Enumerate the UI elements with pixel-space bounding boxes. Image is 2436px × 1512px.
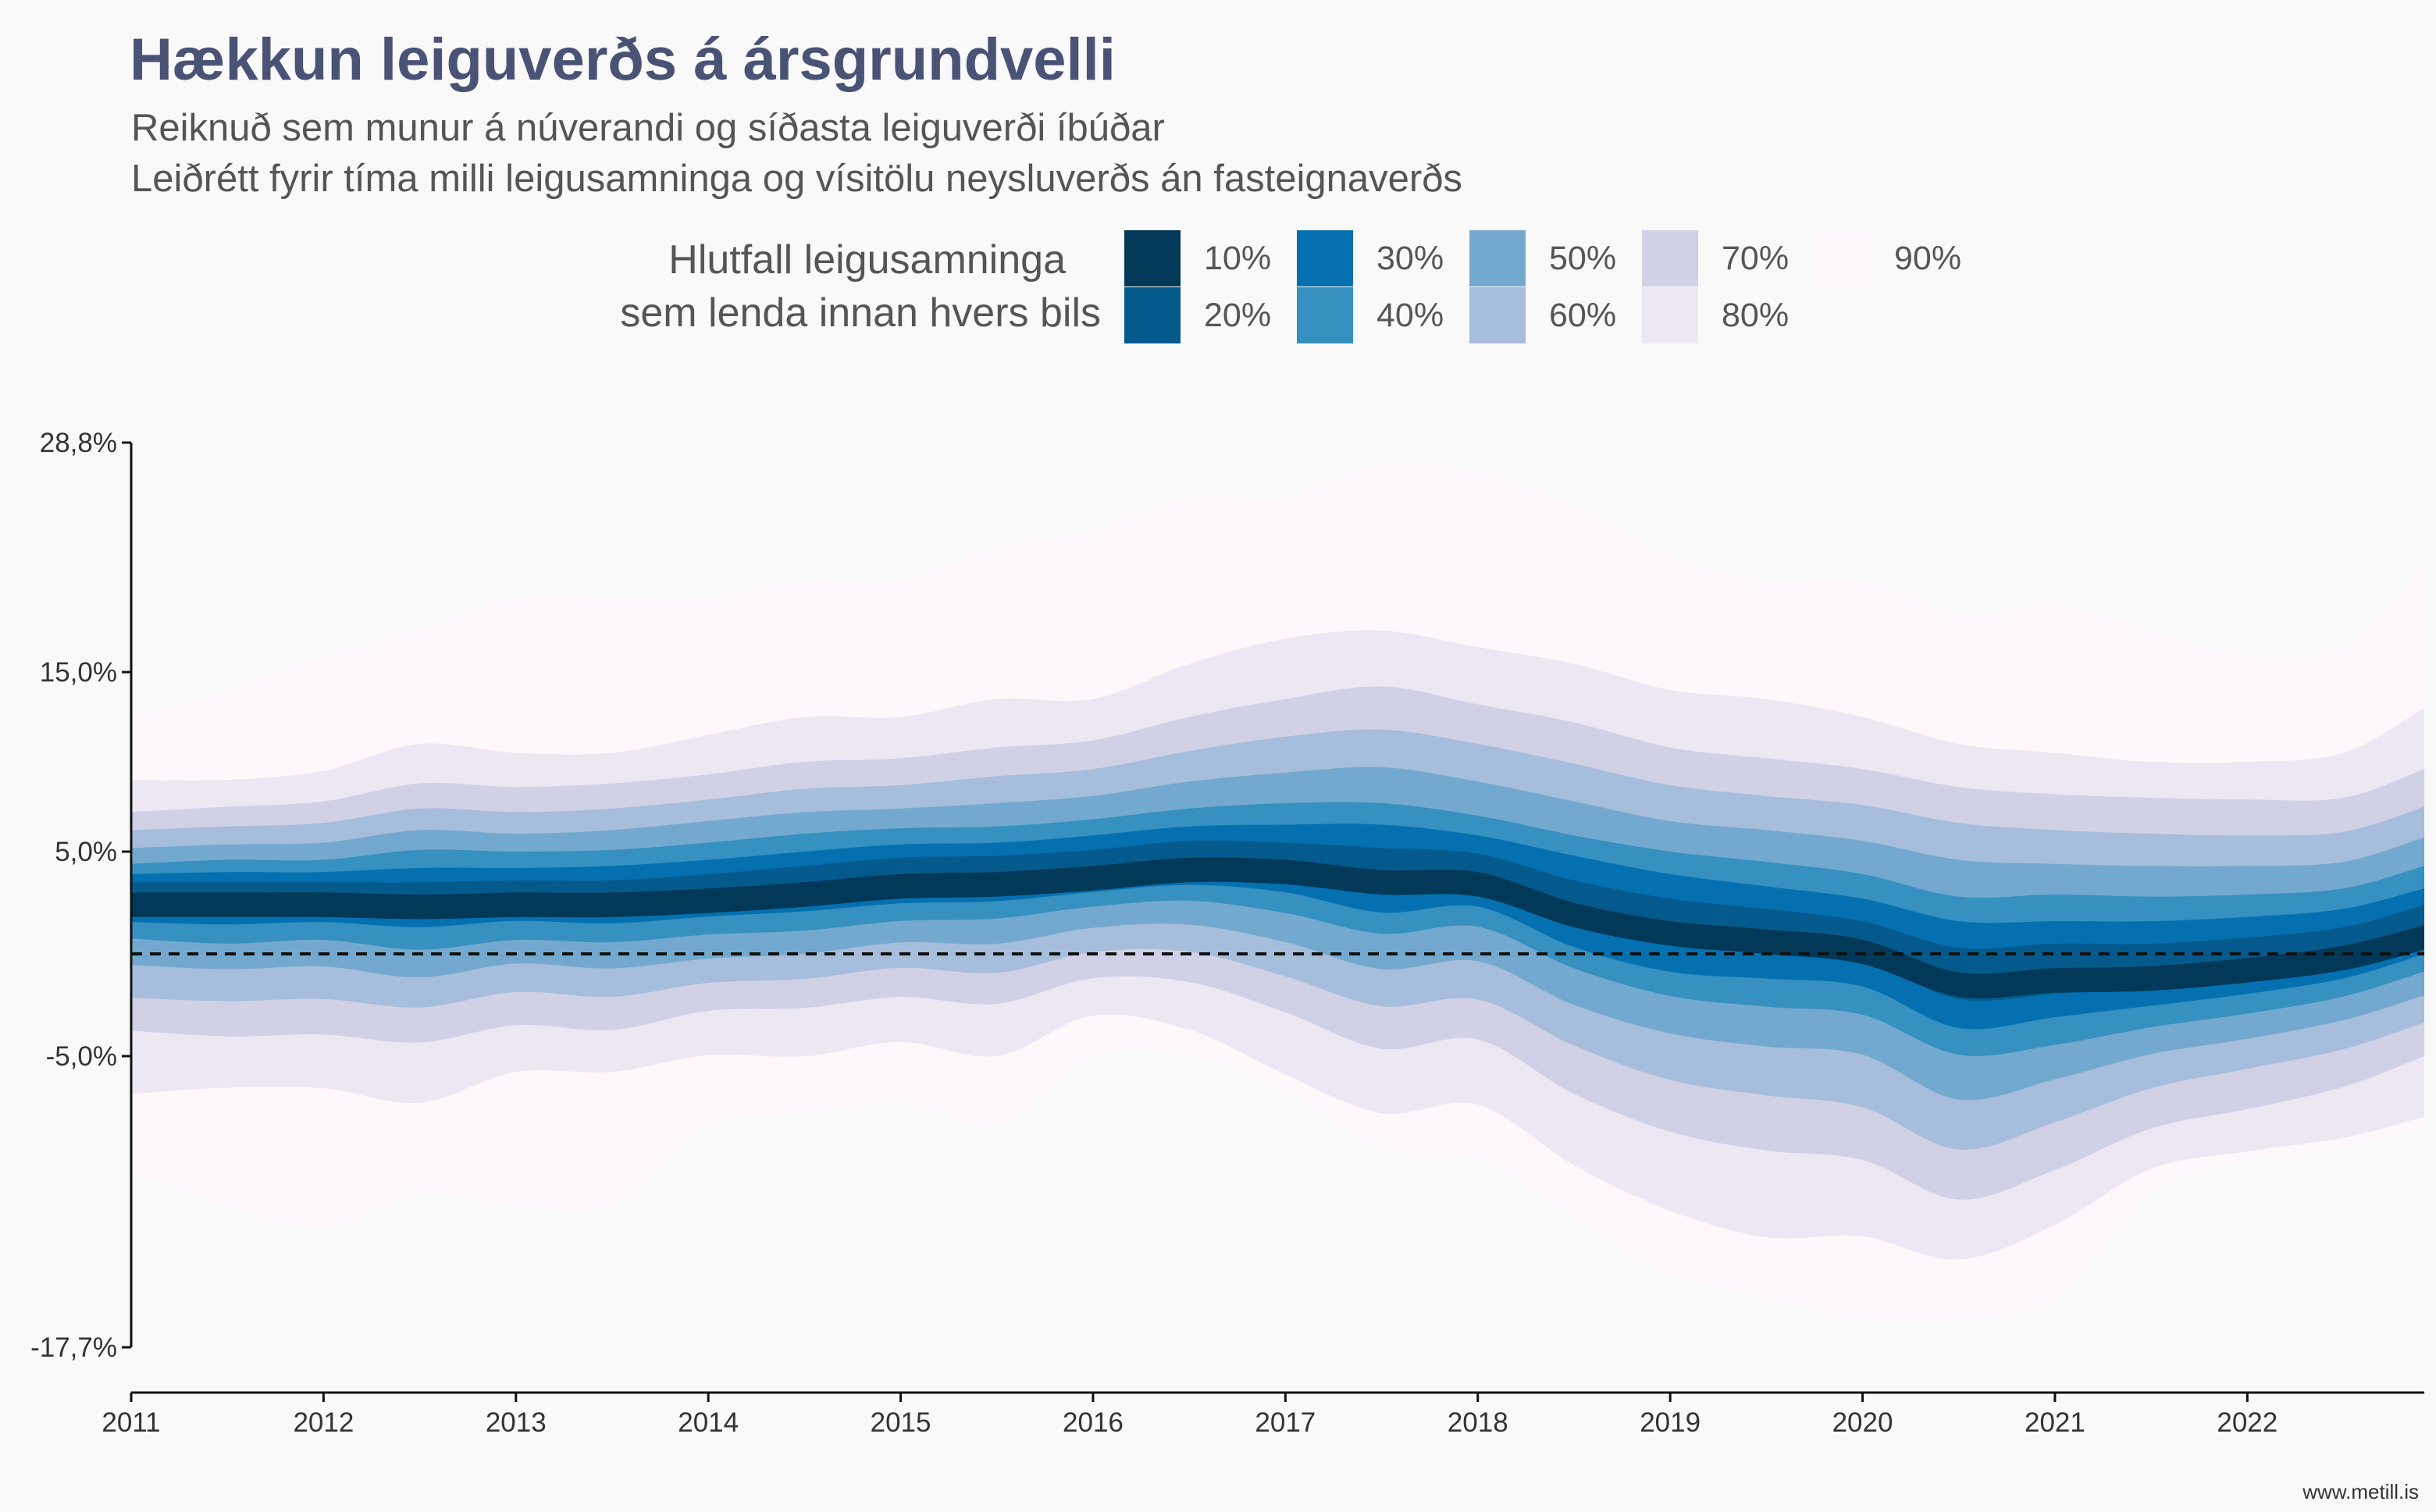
x-tick-label: 2013 [486, 1407, 547, 1438]
legend-swatch [1815, 230, 1871, 286]
legend-item-60pct: 60% [1469, 287, 1616, 343]
legend-label: 50% [1549, 240, 1616, 277]
band-10pct [131, 857, 2424, 998]
legend-item-10pct: 10% [1124, 230, 1271, 286]
legend-label: 90% [1894, 240, 1961, 277]
legend-item-70pct: 70% [1642, 230, 1789, 286]
x-tick-label: 2016 [1063, 1407, 1124, 1438]
y-tick-label: 15,0% [40, 657, 117, 688]
y-tick-label: -5,0% [46, 1041, 117, 1072]
y-tick-label: -17,7% [30, 1332, 117, 1363]
x-tick-label: 2022 [2217, 1407, 2278, 1438]
x-tick-label: 2017 [1255, 1407, 1316, 1438]
legend-swatch [1469, 287, 1526, 343]
axes: 28,8% 15,0% 5,0% -5,0% -17,7% 2011 2012 2013 201… [30, 428, 2424, 1438]
x-tick-label: 2019 [1640, 1407, 1701, 1438]
x-tick-label: 2011 [102, 1407, 160, 1438]
legend-item-40pct: 40% [1297, 287, 1444, 343]
legend-label: 80% [1722, 297, 1789, 334]
legend-label: 40% [1376, 297, 1444, 334]
legend-swatch [1469, 230, 1526, 286]
legend-swatch [1297, 287, 1353, 343]
x-tick-label: 2015 [871, 1407, 931, 1438]
legend-item-30pct: 30% [1297, 230, 1444, 286]
x-tick-label: 2018 [1448, 1407, 1508, 1438]
plot-area [131, 462, 2424, 1323]
x-tick-label: 2012 [293, 1407, 354, 1438]
legend-item-50pct: 50% [1469, 230, 1616, 286]
legend-items: 10% 20% 30% 40% 50% 60% 70% 80% 90% [1124, 230, 1961, 343]
chart-title: Hækkun leiguverðs á ársgrundvelli [130, 27, 1116, 93]
x-tick-label: 2014 [678, 1407, 739, 1438]
legend-label: 10% [1204, 240, 1271, 277]
legend-swatch [1642, 287, 1698, 343]
legend-item-90pct: 90% [1815, 230, 1961, 286]
band-20pct [131, 840, 2424, 1001]
legend-title-line-2: sem lenda innan hvers bils [620, 290, 1101, 336]
legend-title-line-1: Hlutfall leigusamninga [668, 237, 1066, 283]
legend-label: 20% [1204, 297, 1271, 334]
x-tick-label: 2021 [2025, 1407, 2085, 1438]
y-tick-label: 5,0% [55, 837, 117, 867]
legend-label: 30% [1376, 240, 1444, 277]
credit-text: www.metill.is [2302, 1480, 2419, 1503]
legend-swatch [1124, 230, 1181, 286]
legend: Hlutfall leigusamninga sem lenda innan h… [620, 230, 1961, 343]
legend-swatch [1124, 287, 1181, 343]
chart-subtitle-line-1: Reiknuð sem munur á núverandi og síðasta… [131, 107, 1165, 149]
legend-swatch [1642, 230, 1698, 286]
legend-item-20pct: 20% [1124, 287, 1271, 343]
chart-subtitle-line-2: Leiðrétt fyrir tíma milli leigusamninga … [131, 158, 1462, 200]
y-tick-label: 28,8% [40, 428, 117, 458]
legend-swatch [1297, 230, 1353, 286]
legend-label: 70% [1722, 240, 1789, 277]
x-tick-label: 2020 [1832, 1407, 1893, 1438]
legend-item-80pct: 80% [1642, 287, 1789, 343]
legend-label: 60% [1549, 297, 1616, 334]
